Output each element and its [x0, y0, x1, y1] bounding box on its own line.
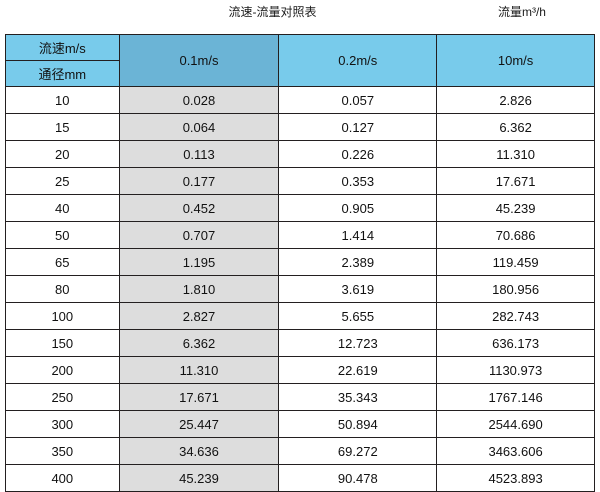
caption-row: 流速-流量对照表 流量m³/h — [0, 0, 600, 30]
header-row-velocity: 流速m/s 0.1m/s 0.2m/s 10m/s — [5, 34, 595, 87]
cell-flow-rate-3: 119.459 — [436, 248, 595, 276]
cell-flow-rate-3: 1130.973 — [436, 356, 595, 384]
table-row: 150 6.362 12.723 636.173 — [5, 329, 595, 357]
cell-nominal-diameter: 400 — [5, 464, 120, 492]
cell-flow-rate-2: 1.414 — [278, 221, 438, 249]
cell-flow-rate-1: 0.028 — [118, 86, 280, 114]
table-title: 流速-流量对照表 — [228, 5, 317, 19]
cell-flow-rate-2: 69.272 — [278, 437, 438, 465]
cell-nominal-diameter: 10 — [5, 86, 120, 114]
cell-nominal-diameter: 40 — [5, 194, 120, 222]
cell-flow-rate-3: 2544.690 — [436, 410, 595, 438]
cell-flow-rate-3: 6.362 — [436, 113, 595, 141]
cell-flow-rate-1: 45.239 — [118, 464, 280, 492]
column-header-velocity-1: 0.1m/s — [118, 34, 280, 87]
cell-flow-rate-3: 11.310 — [436, 140, 595, 168]
cell-nominal-diameter: 25 — [5, 167, 120, 195]
cell-flow-rate-1: 1.810 — [118, 275, 280, 303]
corner-header-diameter-unit: 通径mm — [5, 60, 120, 87]
header-row-diameter: 通径mm — [5, 60, 595, 87]
table-row: 25 0.177 0.353 17.671 — [5, 167, 595, 195]
cell-flow-rate-2: 2.389 — [278, 248, 438, 276]
table-row: 40 0.452 0.905 45.239 — [5, 194, 595, 222]
cell-nominal-diameter: 20 — [5, 140, 120, 168]
cell-nominal-diameter: 250 — [5, 383, 120, 411]
cell-flow-rate-1: 25.447 — [118, 410, 280, 438]
table-row: 15 0.064 0.127 6.362 — [5, 113, 595, 141]
cell-flow-rate-2: 0.353 — [278, 167, 438, 195]
cell-flow-rate-2: 22.619 — [278, 356, 438, 384]
cell-flow-rate-2: 50.894 — [278, 410, 438, 438]
corner-header-velocity-unit: 流速m/s — [5, 34, 120, 61]
cell-flow-rate-2: 0.905 — [278, 194, 438, 222]
cell-flow-rate-2: 35.343 — [278, 383, 438, 411]
table-row: 65 1.195 2.389 119.459 — [5, 248, 595, 276]
cell-flow-rate-1: 6.362 — [118, 329, 280, 357]
cell-flow-rate-1: 0.177 — [118, 167, 280, 195]
cell-flow-rate-2: 0.226 — [278, 140, 438, 168]
cell-nominal-diameter: 200 — [5, 356, 120, 384]
table-row: 80 1.810 3.619 180.956 — [5, 275, 595, 303]
table-row: 400 45.239 90.478 4523.893 — [5, 464, 595, 492]
cell-flow-rate-1: 34.636 — [118, 437, 280, 465]
cell-flow-rate-3: 70.686 — [436, 221, 595, 249]
cell-flow-rate-1: 0.064 — [118, 113, 280, 141]
cell-flow-rate-2: 12.723 — [278, 329, 438, 357]
table-row: 10 0.028 0.057 2.826 — [5, 86, 595, 114]
column-header-velocity-2: 0.2m/s — [278, 34, 438, 87]
cell-nominal-diameter: 65 — [5, 248, 120, 276]
cell-flow-rate-2: 3.619 — [278, 275, 438, 303]
table-row: 200 11.310 22.619 1130.973 — [5, 356, 595, 384]
cell-flow-rate-2: 0.127 — [278, 113, 438, 141]
cell-flow-rate-3: 180.956 — [436, 275, 595, 303]
cell-nominal-diameter: 80 — [5, 275, 120, 303]
cell-nominal-diameter: 15 — [5, 113, 120, 141]
table-row: 250 17.671 35.343 1767.146 — [5, 383, 595, 411]
column-header-velocity-3: 10m/s — [436, 34, 595, 87]
cell-flow-rate-1: 0.452 — [118, 194, 280, 222]
cell-flow-rate-3: 17.671 — [436, 167, 595, 195]
cell-flow-rate-3: 636.173 — [436, 329, 595, 357]
cell-flow-rate-1: 1.195 — [118, 248, 280, 276]
cell-nominal-diameter: 350 — [5, 437, 120, 465]
cell-nominal-diameter: 50 — [5, 221, 120, 249]
cell-flow-rate-3: 2.826 — [436, 86, 595, 114]
table-row: 50 0.707 1.414 70.686 — [5, 221, 595, 249]
flow-unit-label: 流量m³/h — [497, 5, 546, 19]
cell-flow-rate-1: 0.707 — [118, 221, 280, 249]
table-row: 350 34.636 69.272 3463.606 — [5, 437, 595, 465]
cell-flow-rate-2: 5.655 — [278, 302, 438, 330]
cell-flow-rate-1: 2.827 — [118, 302, 280, 330]
table-header: 流速m/s 0.1m/s 0.2m/s 10m/s 通径mm — [5, 34, 595, 87]
cell-flow-rate-1: 0.113 — [118, 140, 280, 168]
cell-flow-rate-3: 282.743 — [436, 302, 595, 330]
table-row: 300 25.447 50.894 2544.690 — [5, 410, 595, 438]
cell-flow-rate-1: 11.310 — [118, 356, 280, 384]
cell-nominal-diameter: 150 — [5, 329, 120, 357]
flow-table-wrapper: 流速m/s 0.1m/s 0.2m/s 10m/s 通径mm 10 0.028 0.… — [5, 34, 595, 492]
cell-nominal-diameter: 300 — [5, 410, 120, 438]
cell-flow-rate-3: 3463.606 — [436, 437, 595, 465]
cell-flow-rate-3: 4523.893 — [436, 464, 595, 492]
cell-flow-rate-2: 0.057 — [278, 86, 438, 114]
cell-nominal-diameter: 100 — [5, 302, 120, 330]
table-body: 10 0.028 0.057 2.826 15 0.064 0.127 6.362 20 0.11… — [5, 86, 595, 492]
cell-flow-rate-3: 1767.146 — [436, 383, 595, 411]
cell-flow-rate-3: 45.239 — [436, 194, 595, 222]
cell-flow-rate-1: 17.671 — [118, 383, 280, 411]
flow-rate-table: 流速m/s 0.1m/s 0.2m/s 10m/s 通径mm 10 0.028 0.… — [5, 34, 595, 492]
table-row: 100 2.827 5.655 282.743 — [5, 302, 595, 330]
table-row: 20 0.113 0.226 11.310 — [5, 140, 595, 168]
cell-flow-rate-2: 90.478 — [278, 464, 438, 492]
